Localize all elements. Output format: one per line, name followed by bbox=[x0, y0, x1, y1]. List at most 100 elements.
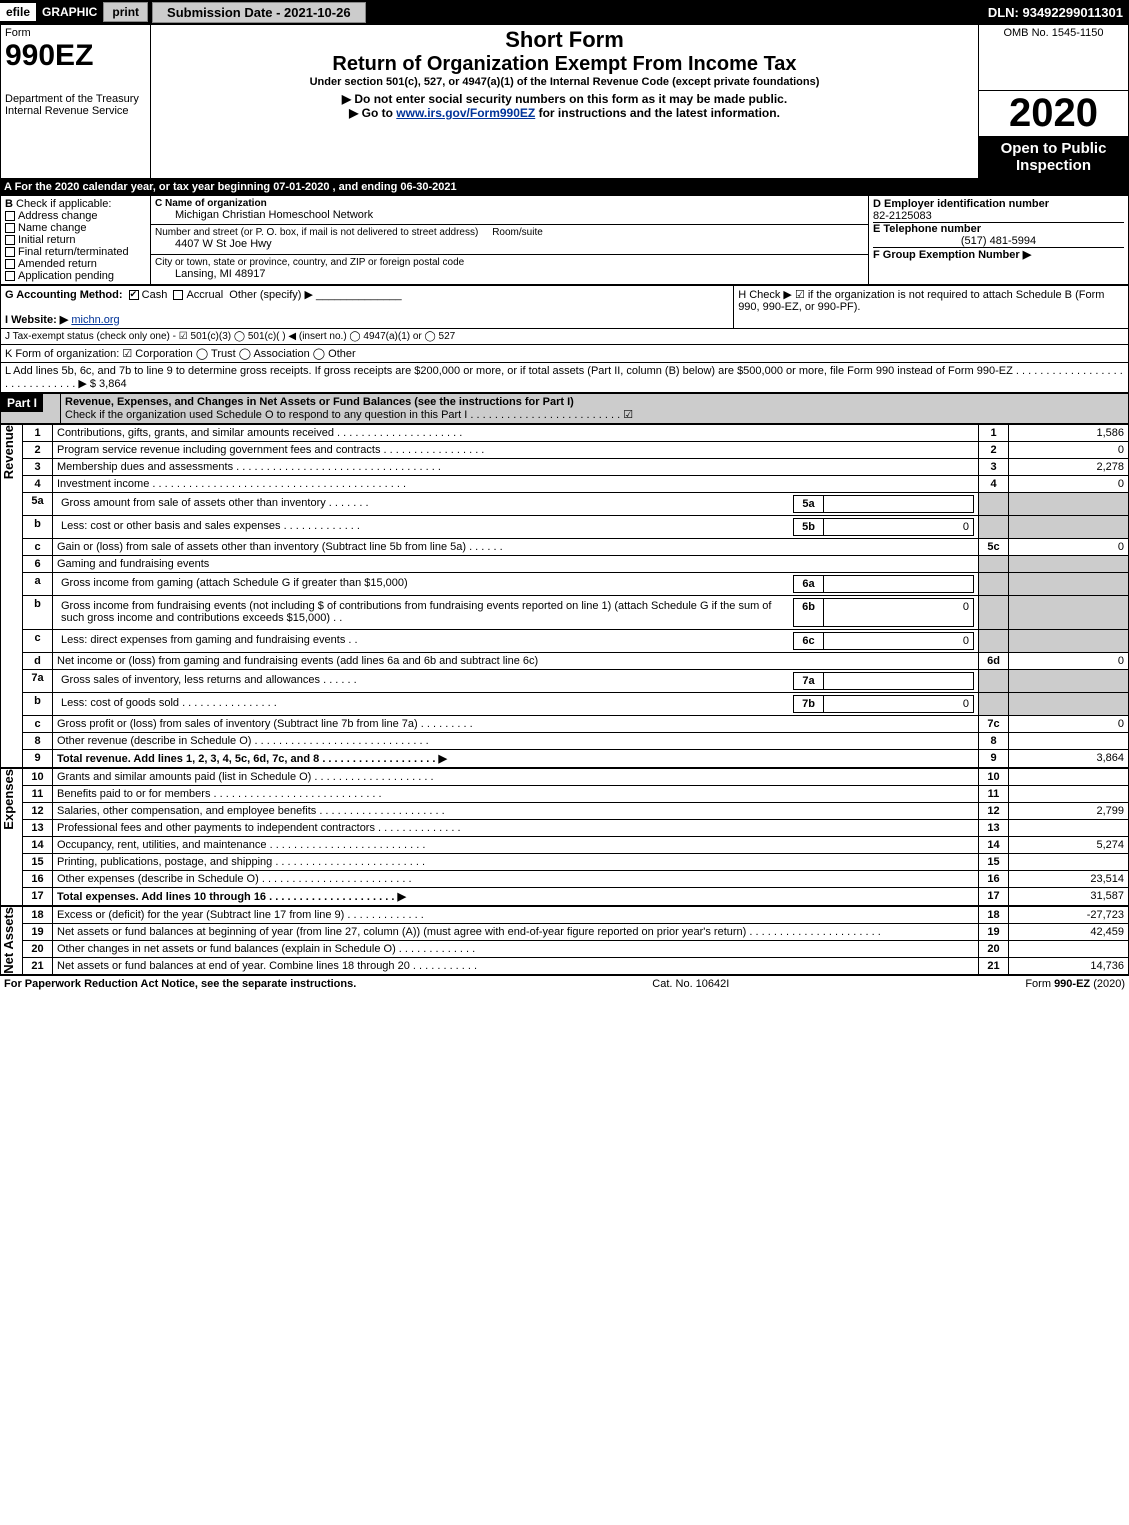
line-amount bbox=[1009, 572, 1129, 595]
table-row: cLess: direct expenses from gaming and f… bbox=[1, 629, 1129, 652]
line-desc: Gross profit or (loss) from sales of inv… bbox=[53, 715, 979, 732]
table-row: 15Printing, publications, postage, and s… bbox=[1, 853, 1129, 870]
box-k: K Form of organization: ☑ Corporation ◯ … bbox=[1, 344, 1129, 362]
box-g-label: G Accounting Method: bbox=[5, 289, 123, 301]
expenses-table: Expenses10Grants and similar amounts pai… bbox=[0, 768, 1129, 906]
line-amount bbox=[1009, 515, 1129, 538]
box-d-label: D Employer identification number bbox=[873, 198, 1049, 210]
line-number: 7a bbox=[23, 669, 53, 692]
line-amount: 0 bbox=[1009, 652, 1129, 669]
accrual-checkbox[interactable] bbox=[173, 290, 183, 300]
table-row: 3Membership dues and assessments . . . .… bbox=[1, 458, 1129, 475]
graphic-label: GRAPHIC bbox=[36, 5, 103, 19]
table-row: bLess: cost of goods sold . . . . . . . … bbox=[1, 692, 1129, 715]
line-desc: Contributions, gifts, grants, and simila… bbox=[53, 424, 979, 441]
line-ref bbox=[979, 595, 1009, 629]
cash-checkbox[interactable] bbox=[129, 290, 139, 300]
line-desc: Gaming and fundraising events bbox=[53, 555, 979, 572]
line-ref: 2 bbox=[979, 441, 1009, 458]
section-label: Revenue bbox=[1, 425, 16, 479]
netassets-table: Net Assets 18Excess or (deficit) for the … bbox=[0, 906, 1129, 975]
line-amount bbox=[1009, 785, 1129, 802]
opt-initial-return[interactable]: Initial return bbox=[5, 234, 146, 246]
line-number: 3 bbox=[23, 458, 53, 475]
line-ref: 1 bbox=[979, 424, 1009, 441]
line-ref: 6d bbox=[979, 652, 1009, 669]
addr-label: Number and street (or P. O. box, if mail… bbox=[155, 227, 478, 238]
department-label: Department of the Treasury Internal Reve… bbox=[5, 93, 146, 117]
line-amount: 31,587 bbox=[1009, 887, 1129, 905]
line-ref: 20 bbox=[979, 940, 1009, 957]
line-desc: Other changes in net assets or fund bala… bbox=[53, 940, 979, 957]
top-bar: efile GRAPHIC print Submission Date - 20… bbox=[0, 0, 1129, 24]
print-button[interactable]: print bbox=[103, 2, 148, 22]
opt-name-change[interactable]: Name change bbox=[5, 222, 146, 234]
line-amount bbox=[1009, 555, 1129, 572]
accrual-label: Accrual bbox=[186, 289, 223, 301]
section-label: Net Assets bbox=[1, 907, 16, 974]
org-name: Michigan Christian Homeschool Network bbox=[155, 209, 864, 221]
line-desc: Other revenue (describe in Schedule O) .… bbox=[53, 732, 979, 749]
table-row: 7aGross sales of inventory, less returns… bbox=[1, 669, 1129, 692]
box-c-label: C Name of organization bbox=[155, 198, 267, 209]
website-link[interactable]: michn.org bbox=[71, 314, 119, 326]
header-table: Form 990EZ Department of the Treasury In… bbox=[0, 24, 1129, 179]
footer-mid: Cat. No. 10642I bbox=[652, 978, 729, 990]
opt-final-return[interactable]: Final return/terminated bbox=[5, 246, 146, 258]
part1-sub: Check if the organization used Schedule … bbox=[65, 409, 633, 421]
opt-application-pending[interactable]: Application pending bbox=[5, 270, 146, 282]
box-i-label: I Website: ▶ bbox=[5, 314, 68, 326]
line-ref: 18 bbox=[979, 906, 1009, 923]
line-a: A For the 2020 calendar year, or tax yea… bbox=[0, 179, 1129, 195]
line-amount bbox=[1009, 853, 1129, 870]
line-amount: 42,459 bbox=[1009, 923, 1129, 940]
line-desc: Gross sales of inventory, less returns a… bbox=[53, 669, 979, 692]
line-desc: Occupancy, rent, utilities, and maintena… bbox=[53, 836, 979, 853]
part1-title: Revenue, Expenses, and Changes in Net As… bbox=[65, 396, 574, 408]
ghij-table: G Accounting Method: Cash Accrual Other … bbox=[0, 285, 1129, 393]
line-desc: Professional fees and other payments to … bbox=[53, 819, 979, 836]
line-ref: 8 bbox=[979, 732, 1009, 749]
line-desc: Gross income from fundraising events (no… bbox=[53, 595, 979, 629]
goto-line: ▶ Go to www.irs.gov/Form990EZ for instru… bbox=[155, 106, 974, 120]
line-number: b bbox=[23, 692, 53, 715]
line-desc: Other expenses (describe in Schedule O) … bbox=[53, 870, 979, 887]
line-number: 17 bbox=[23, 887, 53, 905]
return-title: Return of Organization Exempt From Incom… bbox=[155, 53, 974, 76]
line-number: 19 bbox=[23, 923, 53, 940]
opt-amended-return[interactable]: Amended return bbox=[5, 258, 146, 270]
opt-address-change[interactable]: Address change bbox=[5, 210, 146, 222]
table-row: Net Assets18Excess or (deficit) for the … bbox=[1, 906, 1129, 923]
warning-line: ▶ Do not enter social security numbers o… bbox=[155, 92, 974, 106]
line-ref: 12 bbox=[979, 802, 1009, 819]
line-amount bbox=[1009, 692, 1129, 715]
line-ref bbox=[979, 669, 1009, 692]
table-row: Expenses10Grants and similar amounts pai… bbox=[1, 768, 1129, 785]
line-number: 5a bbox=[23, 492, 53, 515]
line-desc: Less: cost or other basis and sales expe… bbox=[53, 515, 979, 538]
dln-label: DLN: 93492299011301 bbox=[988, 5, 1129, 20]
table-row: 11Benefits paid to or for members . . . … bbox=[1, 785, 1129, 802]
irs-link[interactable]: www.irs.gov/Form990EZ bbox=[396, 106, 535, 120]
line-amount bbox=[1009, 629, 1129, 652]
section-label: Expenses bbox=[1, 769, 16, 830]
line-ref bbox=[979, 692, 1009, 715]
line-amount bbox=[1009, 732, 1129, 749]
line-amount bbox=[1009, 492, 1129, 515]
line-ref bbox=[979, 492, 1009, 515]
line-amount: 5,274 bbox=[1009, 836, 1129, 853]
table-row: Revenue1Contributions, gifts, grants, an… bbox=[1, 424, 1129, 441]
line-desc: Less: direct expenses from gaming and fu… bbox=[53, 629, 979, 652]
goto-prefix: ▶ Go to bbox=[349, 106, 396, 120]
line-ref bbox=[979, 629, 1009, 652]
line-desc: Excess or (deficit) for the year (Subtra… bbox=[53, 906, 979, 923]
revenue-table: Revenue 1Contributions, gifts, grants, an… bbox=[0, 424, 1129, 768]
line-ref: 19 bbox=[979, 923, 1009, 940]
tax-year: 2020 bbox=[979, 91, 1128, 136]
line-number: c bbox=[23, 538, 53, 555]
table-row: 4Investment income . . . . . . . . . . .… bbox=[1, 475, 1129, 492]
line-number: 2 bbox=[23, 441, 53, 458]
table-row: cGross profit or (loss) from sales of in… bbox=[1, 715, 1129, 732]
line-amount bbox=[1009, 669, 1129, 692]
line-amount: 0 bbox=[1009, 538, 1129, 555]
